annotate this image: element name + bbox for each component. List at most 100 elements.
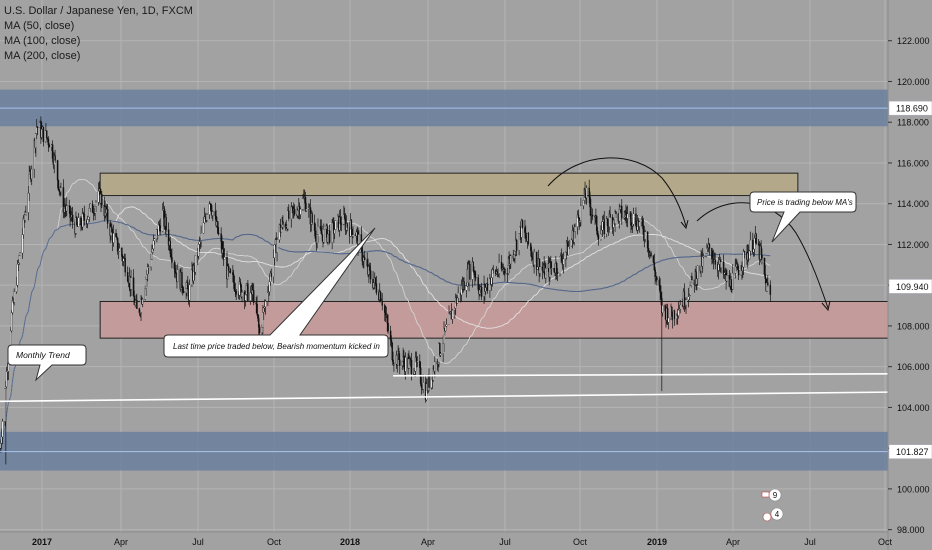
bearish-note-label: Last time price traded below, Bearish mo… — [173, 342, 380, 351]
candle-body — [484, 287, 487, 292]
candle-body — [36, 126, 39, 129]
candle-body — [632, 213, 635, 225]
candle-body — [45, 130, 48, 139]
candle-body — [748, 250, 751, 260]
candle-body — [595, 215, 598, 232]
curved-arrow-oct-head — [680, 219, 689, 230]
candle-body — [701, 256, 704, 267]
price-tick-label: 108.000 — [897, 321, 930, 331]
candle-body — [679, 304, 681, 310]
candle-body — [584, 189, 586, 198]
candle-body — [556, 272, 559, 274]
candle-body — [577, 214, 580, 219]
candle-body — [299, 208, 302, 215]
candle-body — [210, 203, 212, 211]
candle-body — [711, 248, 713, 259]
candle-body — [755, 233, 757, 244]
candle-body — [198, 241, 201, 245]
event-badge-bg[interactable] — [770, 507, 784, 521]
candle-body — [720, 261, 722, 268]
candle-body — [232, 272, 234, 275]
candle-body — [671, 306, 673, 317]
candle-body — [11, 300, 14, 313]
price-tag-lower — [888, 444, 932, 459]
candle-body — [545, 268, 547, 279]
candle-body — [54, 155, 56, 161]
candle-body — [261, 326, 263, 333]
candle-body — [311, 213, 313, 223]
candle-body — [247, 283, 249, 301]
candle-body — [16, 263, 19, 286]
candle-body — [644, 231, 646, 240]
candle-body — [673, 310, 676, 320]
candle-body — [288, 210, 290, 219]
candle-body — [606, 218, 609, 226]
candle-body — [403, 356, 405, 363]
bearish-note-callout — [163, 227, 389, 358]
candle-body — [42, 126, 45, 142]
time-tick-label: Oct — [878, 537, 893, 547]
candle-body — [204, 216, 207, 219]
candle-body — [688, 295, 691, 297]
candle-body — [531, 256, 534, 259]
candle-body — [24, 214, 26, 221]
candle-body — [170, 253, 172, 258]
candle-body — [659, 285, 661, 293]
candle-body — [140, 299, 142, 313]
candle-body — [760, 245, 762, 256]
flag-badge-count: 9 — [773, 491, 778, 500]
candle-body — [591, 215, 594, 217]
candle-body — [626, 213, 629, 219]
candle-body — [687, 296, 690, 300]
price-tag-current-label: 109.940 — [896, 282, 929, 292]
candle-body — [136, 300, 138, 309]
event-badges[interactable]: 9 4 — [761, 488, 784, 522]
candle-body — [520, 220, 523, 238]
candle-body — [352, 234, 354, 237]
resistance-zone — [99, 172, 799, 197]
monthly-trend-callout — [7, 344, 87, 382]
candle-body — [28, 173, 30, 194]
candle-body — [742, 266, 744, 271]
candle-body — [89, 203, 91, 209]
candle-body — [130, 277, 132, 290]
candle-body — [702, 255, 705, 257]
candle-body — [373, 282, 375, 288]
price-axis[interactable]: 98.000100.000102.000104.000106.000108.00… — [887, 0, 932, 550]
candle-body — [206, 214, 208, 221]
candle-body — [126, 272, 129, 282]
candle-body — [479, 289, 481, 295]
candle-body — [580, 205, 582, 222]
candle-body — [757, 243, 760, 246]
candle-body — [646, 231, 649, 249]
candle-body — [507, 265, 510, 274]
candle-body — [200, 233, 202, 241]
candle-body — [677, 309, 680, 316]
candle-body — [217, 221, 219, 234]
candle-body — [573, 231, 575, 243]
candle-body — [167, 229, 170, 246]
candle-body — [714, 259, 716, 265]
price-tick-label: 122.000 — [897, 36, 930, 46]
candle-body — [165, 217, 167, 230]
candle-body — [138, 308, 141, 313]
candle-body — [565, 251, 567, 260]
candle-body — [474, 277, 477, 279]
candle-body — [227, 265, 230, 271]
candle-body — [444, 326, 447, 332]
candle-body — [666, 308, 669, 323]
candle-body — [504, 268, 506, 274]
candle-body — [150, 258, 152, 267]
time-axis[interactable]: 2017 Apr Jul Oct 2018 Apr Jul Oct 2019 Apr Jul Oct — [0, 531, 893, 547]
candle-body — [21, 234, 24, 254]
candle-body — [27, 192, 30, 213]
candle-body — [199, 240, 202, 242]
candle-body — [323, 229, 325, 243]
candle-body — [161, 210, 164, 232]
candle-body — [319, 226, 322, 229]
candle-body — [589, 196, 591, 208]
candle-body — [660, 292, 662, 299]
price-tag-current — [888, 279, 932, 294]
